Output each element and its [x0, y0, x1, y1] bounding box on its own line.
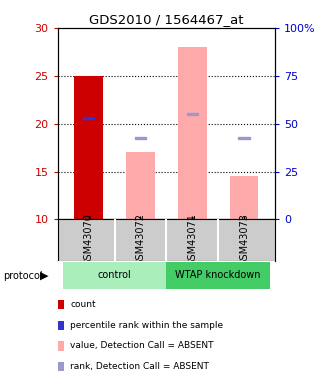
Text: GSM43072: GSM43072: [135, 213, 146, 267]
Bar: [135, 137, 146, 139]
Text: percentile rank within the sample: percentile rank within the sample: [70, 321, 224, 330]
Bar: [166, 262, 270, 289]
Bar: [126, 152, 155, 219]
Text: protocol: protocol: [3, 271, 43, 280]
Text: rank, Detection Call = ABSENT: rank, Detection Call = ABSENT: [70, 362, 209, 371]
Text: ▶: ▶: [40, 271, 49, 280]
Text: control: control: [98, 270, 132, 280]
Bar: [238, 137, 250, 139]
Text: GSM43070: GSM43070: [84, 214, 94, 266]
Text: GSM43071: GSM43071: [187, 214, 197, 266]
Bar: [63, 262, 166, 289]
Bar: [178, 47, 206, 219]
Text: count: count: [70, 300, 96, 309]
Bar: [75, 76, 103, 219]
Title: GDS2010 / 1564467_at: GDS2010 / 1564467_at: [89, 13, 244, 26]
Text: WTAP knockdown: WTAP knockdown: [175, 270, 261, 280]
Bar: [83, 117, 94, 119]
Bar: [187, 113, 198, 115]
Text: GSM43073: GSM43073: [239, 214, 249, 266]
Text: value, Detection Call = ABSENT: value, Detection Call = ABSENT: [70, 341, 214, 350]
Bar: [230, 176, 258, 219]
